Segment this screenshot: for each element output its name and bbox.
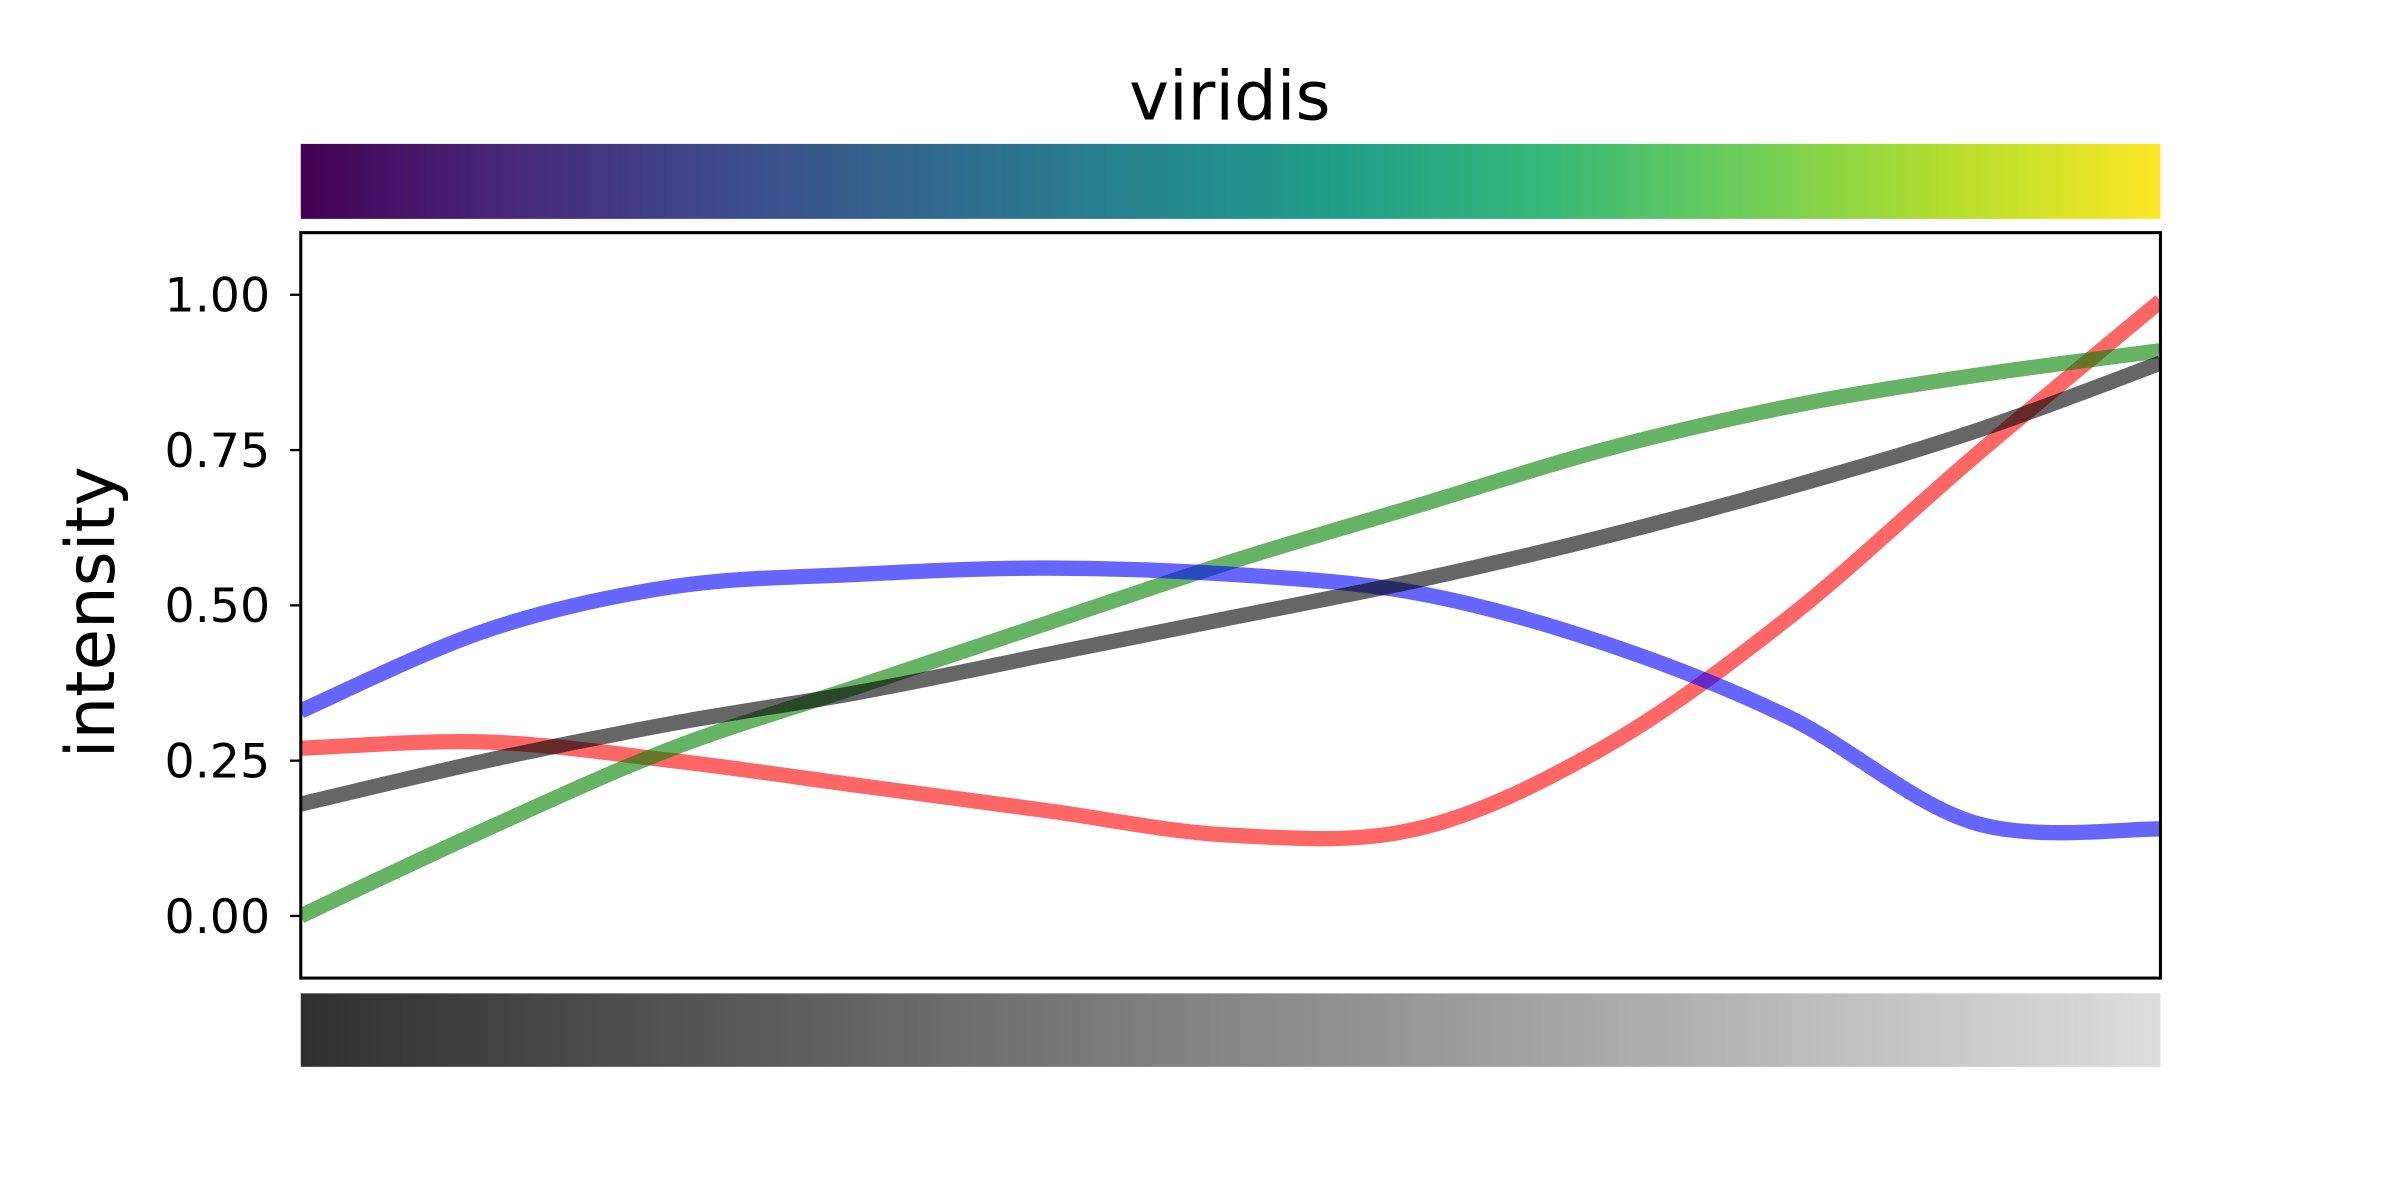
y-tick-label: 0.75 (165, 424, 271, 479)
series-line-red (300, 295, 2161, 847)
chart-title: viridis (1129, 56, 1330, 135)
colorbar-viridis (300, 143, 2161, 219)
y-tick-label: 0.50 (165, 579, 271, 634)
series-line-luminance (300, 355, 2161, 812)
y-axis-label: intensity (51, 466, 130, 758)
y-tick-label: 1.00 (165, 269, 271, 324)
plot-frame (299, 231, 2162, 980)
colorbar-grayscale (300, 993, 2161, 1067)
y-tick-label: 0.25 (165, 734, 271, 789)
series-line-blue (300, 560, 2161, 841)
y-tick-label: 0.00 (165, 890, 271, 945)
